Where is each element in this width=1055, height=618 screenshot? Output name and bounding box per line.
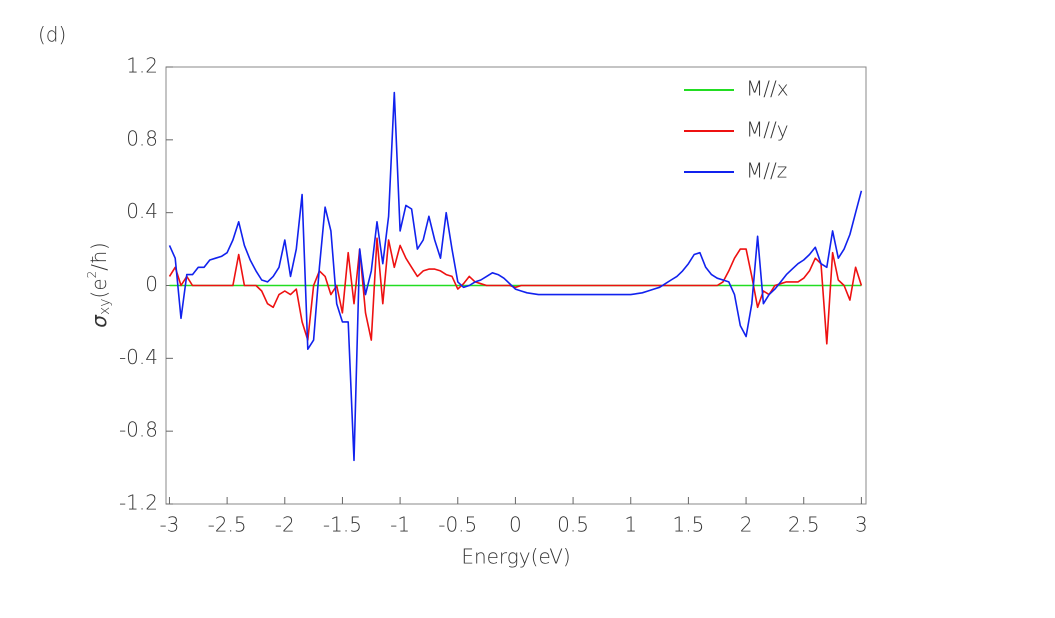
x-tick-label: 0 <box>509 513 522 537</box>
x-tick-label: 2 <box>740 513 753 537</box>
x-tick-label: -1.5 <box>323 513 362 537</box>
y-label-symbol: σ <box>87 314 111 328</box>
y-tick-label: -0.8 <box>119 418 158 442</box>
x-tick-label: -2 <box>275 513 295 537</box>
x-axis-label: Energy(eV) <box>461 545 570 569</box>
series-line <box>168 237 863 345</box>
x-tick-label: -1 <box>390 513 410 537</box>
legend-label: M//y <box>746 118 789 142</box>
y-label-open: (e <box>87 278 111 298</box>
y-axis-label: σxy(e2/ħ) <box>85 242 114 327</box>
panel-label: (d) <box>38 23 66 47</box>
legend-label: M//z <box>746 159 787 183</box>
x-tick-label: 3 <box>855 513 868 537</box>
x-tick-label: 2.5 <box>788 513 820 537</box>
y-tick-label: -1.2 <box>119 491 158 515</box>
x-tick-label: -3 <box>159 513 179 537</box>
series-line <box>168 91 863 462</box>
x-tick-label: 1.5 <box>672 513 704 537</box>
y-tick-label: -0.4 <box>119 345 158 369</box>
x-tick-label: -2.5 <box>208 513 247 537</box>
x-tick-label: 1 <box>624 513 637 537</box>
y-label-subscript: xy <box>97 298 113 315</box>
y-tick-label: 0 <box>145 272 158 296</box>
y-label-close: /ħ) <box>87 242 111 270</box>
y-tick-label: 1.2 <box>126 54 158 78</box>
y-label-superscript: 2 <box>85 271 99 279</box>
y-tick-label: 0.8 <box>126 126 158 150</box>
x-tick-label: 0.5 <box>557 513 589 537</box>
y-tick-label: 0.4 <box>126 199 158 223</box>
legend-label: M//x <box>746 77 789 101</box>
x-tick-label: -0.5 <box>438 513 477 537</box>
